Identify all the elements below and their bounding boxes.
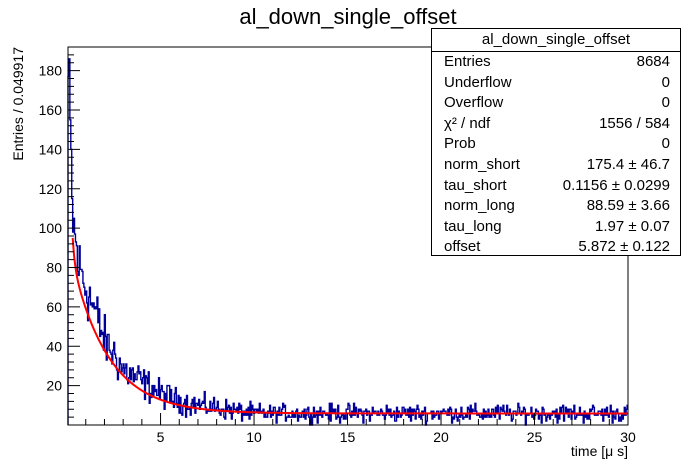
stats-row: Entries 8684 (432, 52, 680, 73)
y-tick-label: 80 (46, 260, 62, 276)
stats-row: offset 5.872 ± 0.122 (432, 237, 680, 258)
stats-label: norm_long (444, 197, 515, 215)
stats-label: Entries (444, 53, 491, 70)
stats-box: al_down_single_offset Entries 8684 Underfl… (431, 28, 681, 256)
y-tick-label: 100 (39, 220, 63, 236)
stats-value: 0.1156 ± 0.0299 (562, 176, 670, 194)
x-tick-label: 25 (527, 429, 543, 445)
stats-value: 0 (661, 94, 670, 112)
stats-label: tau_long (444, 217, 502, 235)
y-tick-label: 140 (39, 141, 63, 157)
fit-layer (71, 237, 628, 415)
stats-row: tau_long 1.97 ± 0.07 (432, 217, 680, 238)
stats-value: 175.4 ± 46.7 (586, 155, 670, 173)
x-axis-label: time [μ s] (571, 443, 628, 459)
y-tick-label: 40 (46, 338, 62, 354)
y-tick-label: 180 (39, 63, 63, 79)
stats-row: Overflow 0 (432, 93, 680, 114)
stats-value: 88.59 ± 3.66 (586, 197, 670, 215)
y-tick-label: 120 (39, 181, 63, 197)
histogram-series (67, 58, 628, 426)
stats-label: norm_short (444, 155, 520, 173)
stats-row: Prob 0 (432, 134, 680, 155)
x-tick-label: 5 (157, 429, 165, 445)
stats-value: 1556 / 584 (599, 114, 670, 132)
y-axis-label: Entries / 0.049917 (10, 47, 26, 161)
stats-label: tau_short (444, 176, 507, 194)
x-tick-label: 30 (620, 429, 636, 445)
chart-title: al_down_single_offset (239, 4, 457, 29)
stats-label: offset (444, 238, 481, 256)
x-tick-label: 15 (340, 429, 356, 445)
stats-row: Underflow 0 (432, 73, 680, 94)
stats-label: Underflow (444, 73, 512, 91)
x-tick-label: 10 (246, 429, 262, 445)
fit-curve (71, 237, 628, 415)
stats-row: χ² / ndf 1556 / 584 (432, 114, 680, 135)
stats-value: 1.97 ± 0.07 (595, 217, 670, 235)
stats-box-title: al_down_single_offset (432, 29, 680, 52)
stats-rows: Entries 8684 Underflow 0 Overflow 0 χ² / ndf 15… (432, 52, 680, 258)
stats-label: χ² / ndf (444, 114, 491, 132)
stats-value: 8684 (636, 53, 670, 70)
stats-label: Overflow (444, 94, 504, 112)
histogram-layer (67, 58, 628, 426)
x-tick-label: 20 (433, 429, 449, 445)
stats-value: 5.872 ± 0.122 (578, 238, 670, 256)
stats-value: 0 (661, 135, 670, 153)
stats-row: tau_short 0.1156 ± 0.0299 (432, 176, 680, 197)
stats-row: norm_long 88.59 ± 3.66 (432, 196, 680, 217)
stats-label: Prob (444, 135, 476, 153)
y-tick-label: 160 (39, 102, 63, 118)
y-tick-label: 20 (46, 378, 62, 394)
stats-row: norm_short 175.4 ± 46.7 (432, 155, 680, 176)
stats-value: 0 (661, 73, 670, 91)
y-tick-label: 60 (46, 299, 62, 315)
